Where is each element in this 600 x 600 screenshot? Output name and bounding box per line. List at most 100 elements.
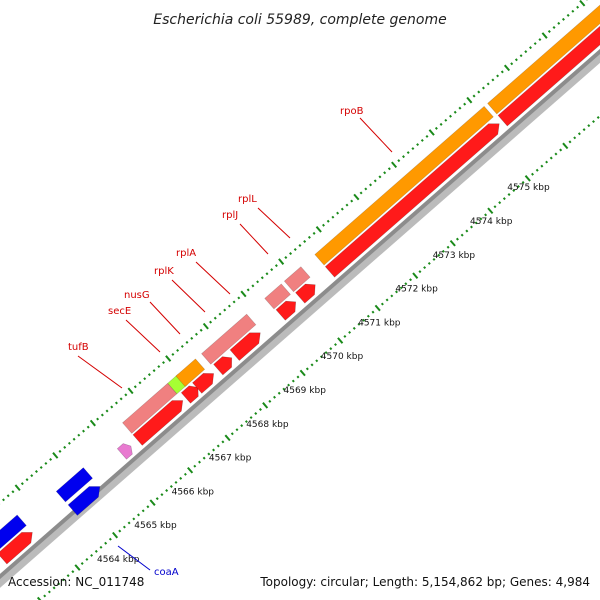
feature-block <box>275 300 297 321</box>
minor-tick <box>86 425 90 429</box>
feature-block <box>122 382 178 434</box>
minor-tick <box>416 143 420 147</box>
minor-tick <box>169 484 173 488</box>
gene-label-rplL[interactable]: rplL <box>238 194 291 239</box>
minor-tick <box>270 268 274 272</box>
gene-label-rpoB[interactable]: rpoB <box>340 106 393 153</box>
feature-block <box>192 373 215 394</box>
minor-tick <box>71 570 75 574</box>
feature-block <box>314 105 494 266</box>
ruler-label: 4575 kbp <box>507 183 550 193</box>
feature-block <box>55 467 93 503</box>
minor-tick <box>77 433 81 437</box>
minor-tick <box>179 476 183 480</box>
minor-tick <box>444 118 448 122</box>
minor-tick <box>554 152 558 156</box>
minor-tick <box>425 134 429 138</box>
minor-tick <box>256 280 260 284</box>
minor-tick <box>397 159 401 163</box>
feature-block <box>201 313 257 365</box>
gene-name: rplJ <box>222 210 238 221</box>
minor-tick <box>251 284 255 288</box>
feature-block <box>175 358 206 387</box>
gene-label-secE[interactable]: secE <box>108 306 161 353</box>
minor-tick <box>180 344 184 348</box>
minor-tick <box>493 205 497 209</box>
minor-tick <box>324 351 328 355</box>
gene-name: secE <box>108 306 131 317</box>
minor-tick <box>402 155 405 159</box>
minor-tick <box>274 264 278 268</box>
tick-row <box>0 0 588 505</box>
major-tick <box>14 484 21 492</box>
minor-tick <box>307 235 311 239</box>
minor-tick <box>305 367 309 371</box>
ruler-label: 4570 kbp <box>321 352 364 362</box>
minor-tick <box>561 17 565 21</box>
major-tick <box>127 387 134 395</box>
feature-block <box>180 385 199 404</box>
gene-label-rplK[interactable]: rplK <box>154 266 206 313</box>
minor-tick <box>171 352 175 356</box>
gene-label-nusG[interactable]: nusG <box>124 290 181 335</box>
minor-tick <box>437 253 441 257</box>
minor-tick <box>90 553 94 557</box>
minor-tick <box>592 120 595 124</box>
minor-tick <box>432 257 436 261</box>
minor-tick <box>110 405 114 409</box>
minor-tick <box>502 197 506 201</box>
minor-tick <box>312 231 316 235</box>
minor-tick <box>67 441 71 445</box>
minor-tick <box>373 179 377 183</box>
minor-tick <box>162 361 165 365</box>
minor-tick <box>334 343 337 347</box>
feature-block <box>116 443 133 460</box>
minor-tick <box>371 310 375 314</box>
minor-tick <box>72 437 76 441</box>
minor-tick <box>453 110 457 114</box>
gene-label-tufB[interactable]: tufB <box>68 342 123 389</box>
minor-tick <box>411 147 415 151</box>
major-tick <box>503 64 511 72</box>
ruler-label: 4565 kbp <box>134 521 177 531</box>
minor-tick <box>232 300 236 304</box>
feature-block <box>0 514 27 553</box>
leader-line <box>125 319 161 353</box>
minor-tick <box>343 334 347 338</box>
leader-line <box>171 279 206 313</box>
minor-tick <box>43 594 47 598</box>
ruler-label: 4569 kbp <box>284 386 327 396</box>
minor-tick <box>477 90 481 94</box>
minor-tick <box>420 138 424 142</box>
major-tick <box>562 142 569 150</box>
leader-line <box>239 223 269 255</box>
gene-name: coaA <box>154 567 179 578</box>
minor-tick <box>199 328 203 332</box>
minor-tick <box>404 282 408 286</box>
major-tick <box>262 402 269 409</box>
minor-tick <box>99 545 103 549</box>
gene-label-rplA[interactable]: rplA <box>176 248 231 295</box>
minor-tick <box>20 482 24 486</box>
minor-tick <box>30 474 34 478</box>
minor-tick <box>213 316 217 320</box>
gene-name: rpoB <box>340 106 364 117</box>
minor-tick <box>127 521 131 525</box>
gene-label-coaA[interactable]: coaA <box>117 545 179 578</box>
major-tick <box>391 161 398 169</box>
minor-tick <box>458 106 462 110</box>
minor-tick <box>260 276 264 280</box>
minor-tick <box>190 336 194 340</box>
minor-tick <box>237 296 241 300</box>
major-tick <box>579 0 586 7</box>
leader-line <box>117 545 151 571</box>
minor-tick <box>387 167 391 171</box>
minor-tick <box>348 330 352 334</box>
gene-label-rplJ[interactable]: rplJ <box>222 210 269 255</box>
major-tick <box>449 239 456 247</box>
feature-block <box>132 400 184 446</box>
minor-tick <box>165 489 169 493</box>
minor-tick <box>223 308 227 312</box>
minor-tick <box>322 223 325 227</box>
